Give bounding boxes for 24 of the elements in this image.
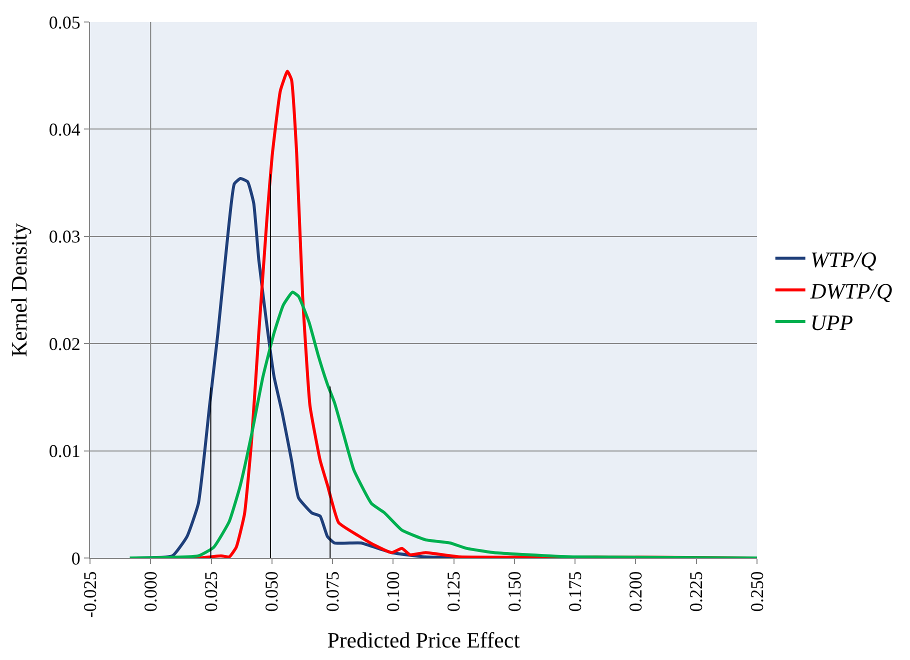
legend-label: UPP: [810, 310, 854, 336]
x-tick-label: 0.025: [201, 571, 222, 612]
x-tick-label: 0.225: [686, 571, 706, 612]
x-tick-label: 0.125: [444, 571, 464, 612]
x-axis-title: Predicted Price Effect: [327, 628, 520, 653]
y-tick-label: 0.05: [48, 12, 80, 32]
y-axis-title: Kernel Density: [6, 223, 32, 357]
y-tick-label: 0.03: [48, 226, 80, 247]
y-tick-label: 0.04: [48, 120, 80, 140]
line-series: [128, 290, 757, 558]
x-tick-label: 0.100: [383, 571, 404, 612]
x-tick-label: 0.050: [262, 571, 282, 612]
y-tick-label: 0.01: [48, 441, 80, 462]
legend-label: WTP/Q: [810, 246, 876, 272]
x-tick-label: 0.175: [564, 571, 585, 612]
x-tick-label: 0.075: [322, 571, 342, 612]
legend-label: DWTP/Q: [809, 278, 892, 304]
x-tick-label: 0.200: [626, 571, 646, 612]
y-tick-label: 0.02: [48, 334, 80, 354]
x-tick-label: 0.150: [504, 571, 524, 612]
x-tick-label: -0.025: [80, 571, 100, 618]
x-tick-label: 0.000: [140, 571, 160, 612]
y-tick-label: 0: [71, 548, 80, 568]
x-tick-label: 0.250: [746, 571, 767, 612]
